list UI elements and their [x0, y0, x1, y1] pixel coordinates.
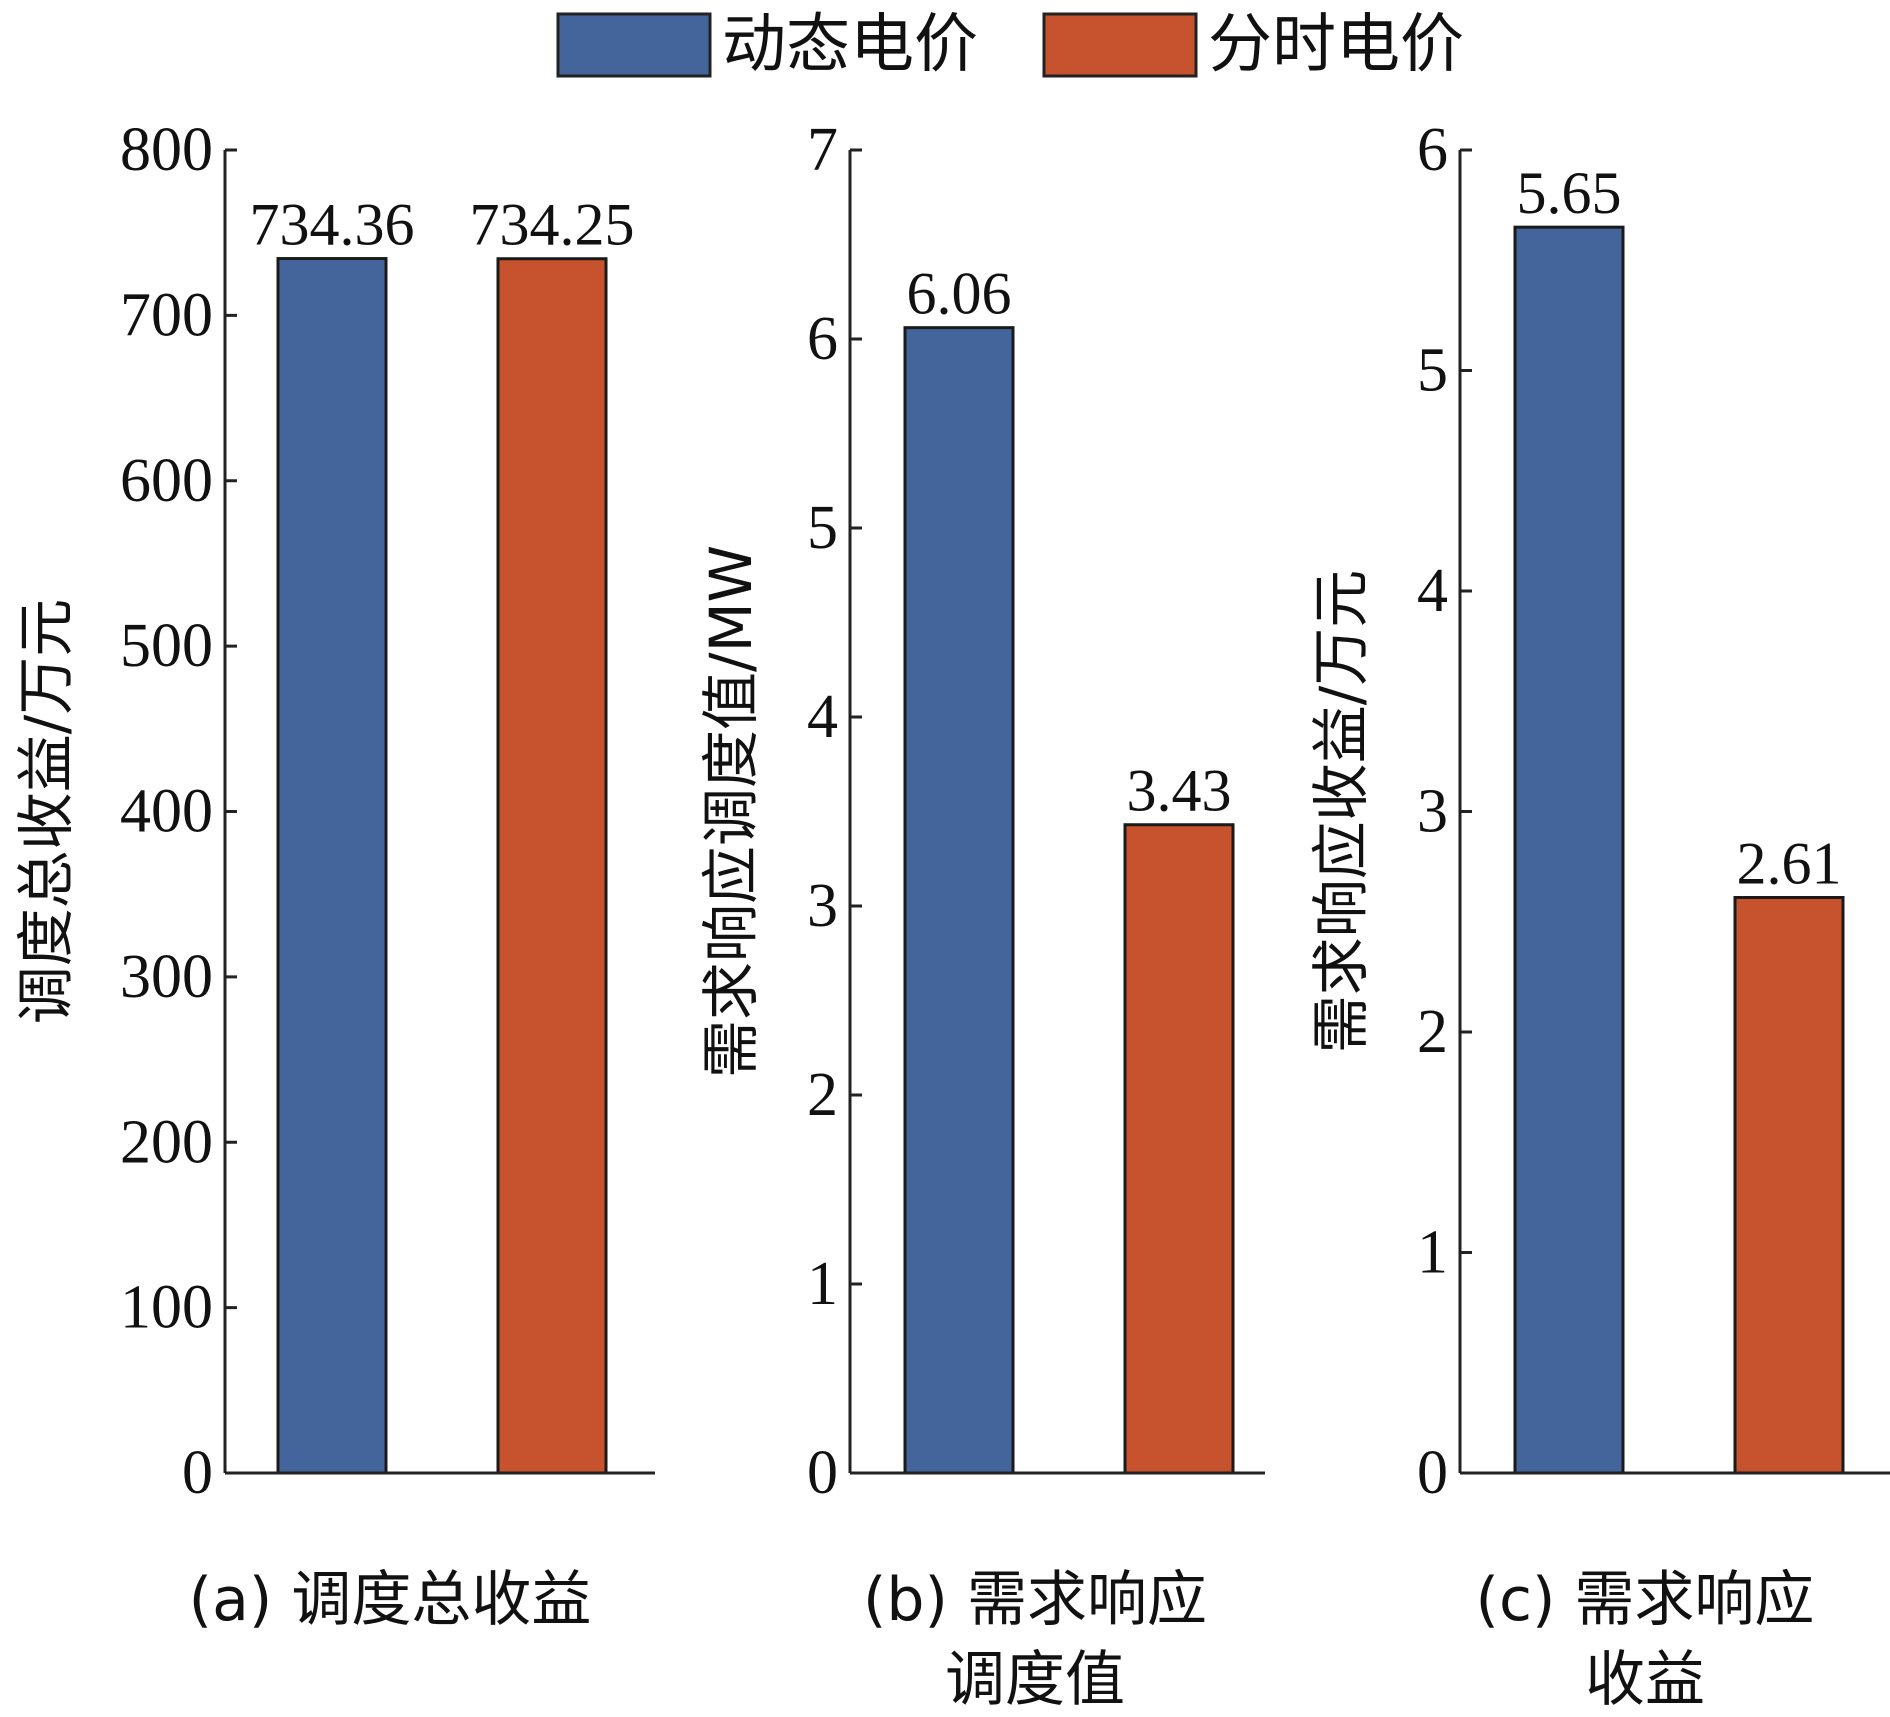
y-tick-label: 4 [807, 683, 838, 751]
data-label: 734.25 [470, 192, 635, 258]
y-tick-label: 5 [1417, 337, 1448, 405]
y-tick-label: 300 [120, 943, 213, 1011]
data-label: 734.36 [250, 192, 415, 258]
bar-tou [1733, 895, 1845, 1475]
y-tick-label: 200 [120, 1108, 213, 1176]
legend-swatch [1042, 12, 1198, 78]
y-tick-label: 100 [120, 1274, 213, 1342]
bar-tou [1123, 823, 1235, 1475]
y-tick-label: 500 [120, 612, 213, 680]
y-tick-label: 3 [807, 872, 838, 940]
y-tick-label: 5 [807, 494, 838, 562]
legend-label: 动态电价 [722, 8, 978, 82]
bar-tou [496, 257, 608, 1475]
panel-caption: 调度值 [945, 1645, 1125, 1715]
y-tick-label: 600 [120, 447, 213, 515]
data-label: 5.65 [1517, 160, 1622, 226]
bar-dynamic [1513, 225, 1625, 1475]
y-tick-label: 7 [807, 116, 838, 184]
y-tick-label: 700 [120, 281, 213, 349]
y-tick-label: 2 [807, 1061, 838, 1129]
panel-caption: (c) 需求响应 [1476, 1565, 1815, 1635]
y-tick-label: 1 [1417, 1219, 1448, 1287]
panel-caption: 收益 [1585, 1645, 1705, 1715]
y-tick-label: 3 [1417, 778, 1448, 846]
y-axis-title: 需求响应收益/万元 [1307, 570, 1375, 1054]
legend: 动态电价 分时电价 [556, 8, 1464, 82]
y-tick-label: 0 [807, 1439, 838, 1507]
y-tick-label: 6 [1417, 116, 1448, 184]
legend-label: 分时电价 [1208, 8, 1464, 82]
data-label: 2.61 [1737, 830, 1842, 896]
chart-panel-c: 5.65 2.61 0 1 2 3 4 5 6 需求响应收益/万元 (c) 需求响应收益 [1307, 116, 1890, 1715]
chart-panel-b: 6.06 3.43 0 1 2 3 4 5 6 7 需求响应调度值/MW (b) 需求响应调度值 [697, 116, 1265, 1715]
legend-swatch [556, 12, 712, 78]
chart-panel-a: 734.36 734.25 0 100 200 300 400 500 600 700 800 调度总… [12, 116, 655, 1635]
y-tick-label: 0 [182, 1439, 213, 1507]
y-tick-label: 1 [807, 1250, 838, 1318]
y-axis-title: 调度总收益/万元 [12, 599, 80, 1025]
data-label: 3.43 [1127, 758, 1232, 824]
y-tick-label: 4 [1417, 557, 1448, 625]
y-axis-title: 需求响应调度值/MW [697, 545, 765, 1078]
bar-dynamic [276, 257, 388, 1475]
bar-dynamic [903, 326, 1015, 1475]
y-tick-label: 0 [1417, 1439, 1448, 1507]
data-label: 6.06 [907, 261, 1012, 327]
y-tick-label: 6 [807, 305, 838, 373]
panel-caption: (a) 调度总收益 [189, 1565, 592, 1635]
y-tick-label: 2 [1417, 998, 1448, 1066]
y-tick-label: 800 [120, 116, 213, 184]
y-tick-label: 400 [120, 778, 213, 846]
panel-caption: (b) 需求响应 [863, 1565, 1207, 1635]
chart-panels: 734.36 734.250100200300400500600700800调度总… [12, 116, 1890, 1715]
